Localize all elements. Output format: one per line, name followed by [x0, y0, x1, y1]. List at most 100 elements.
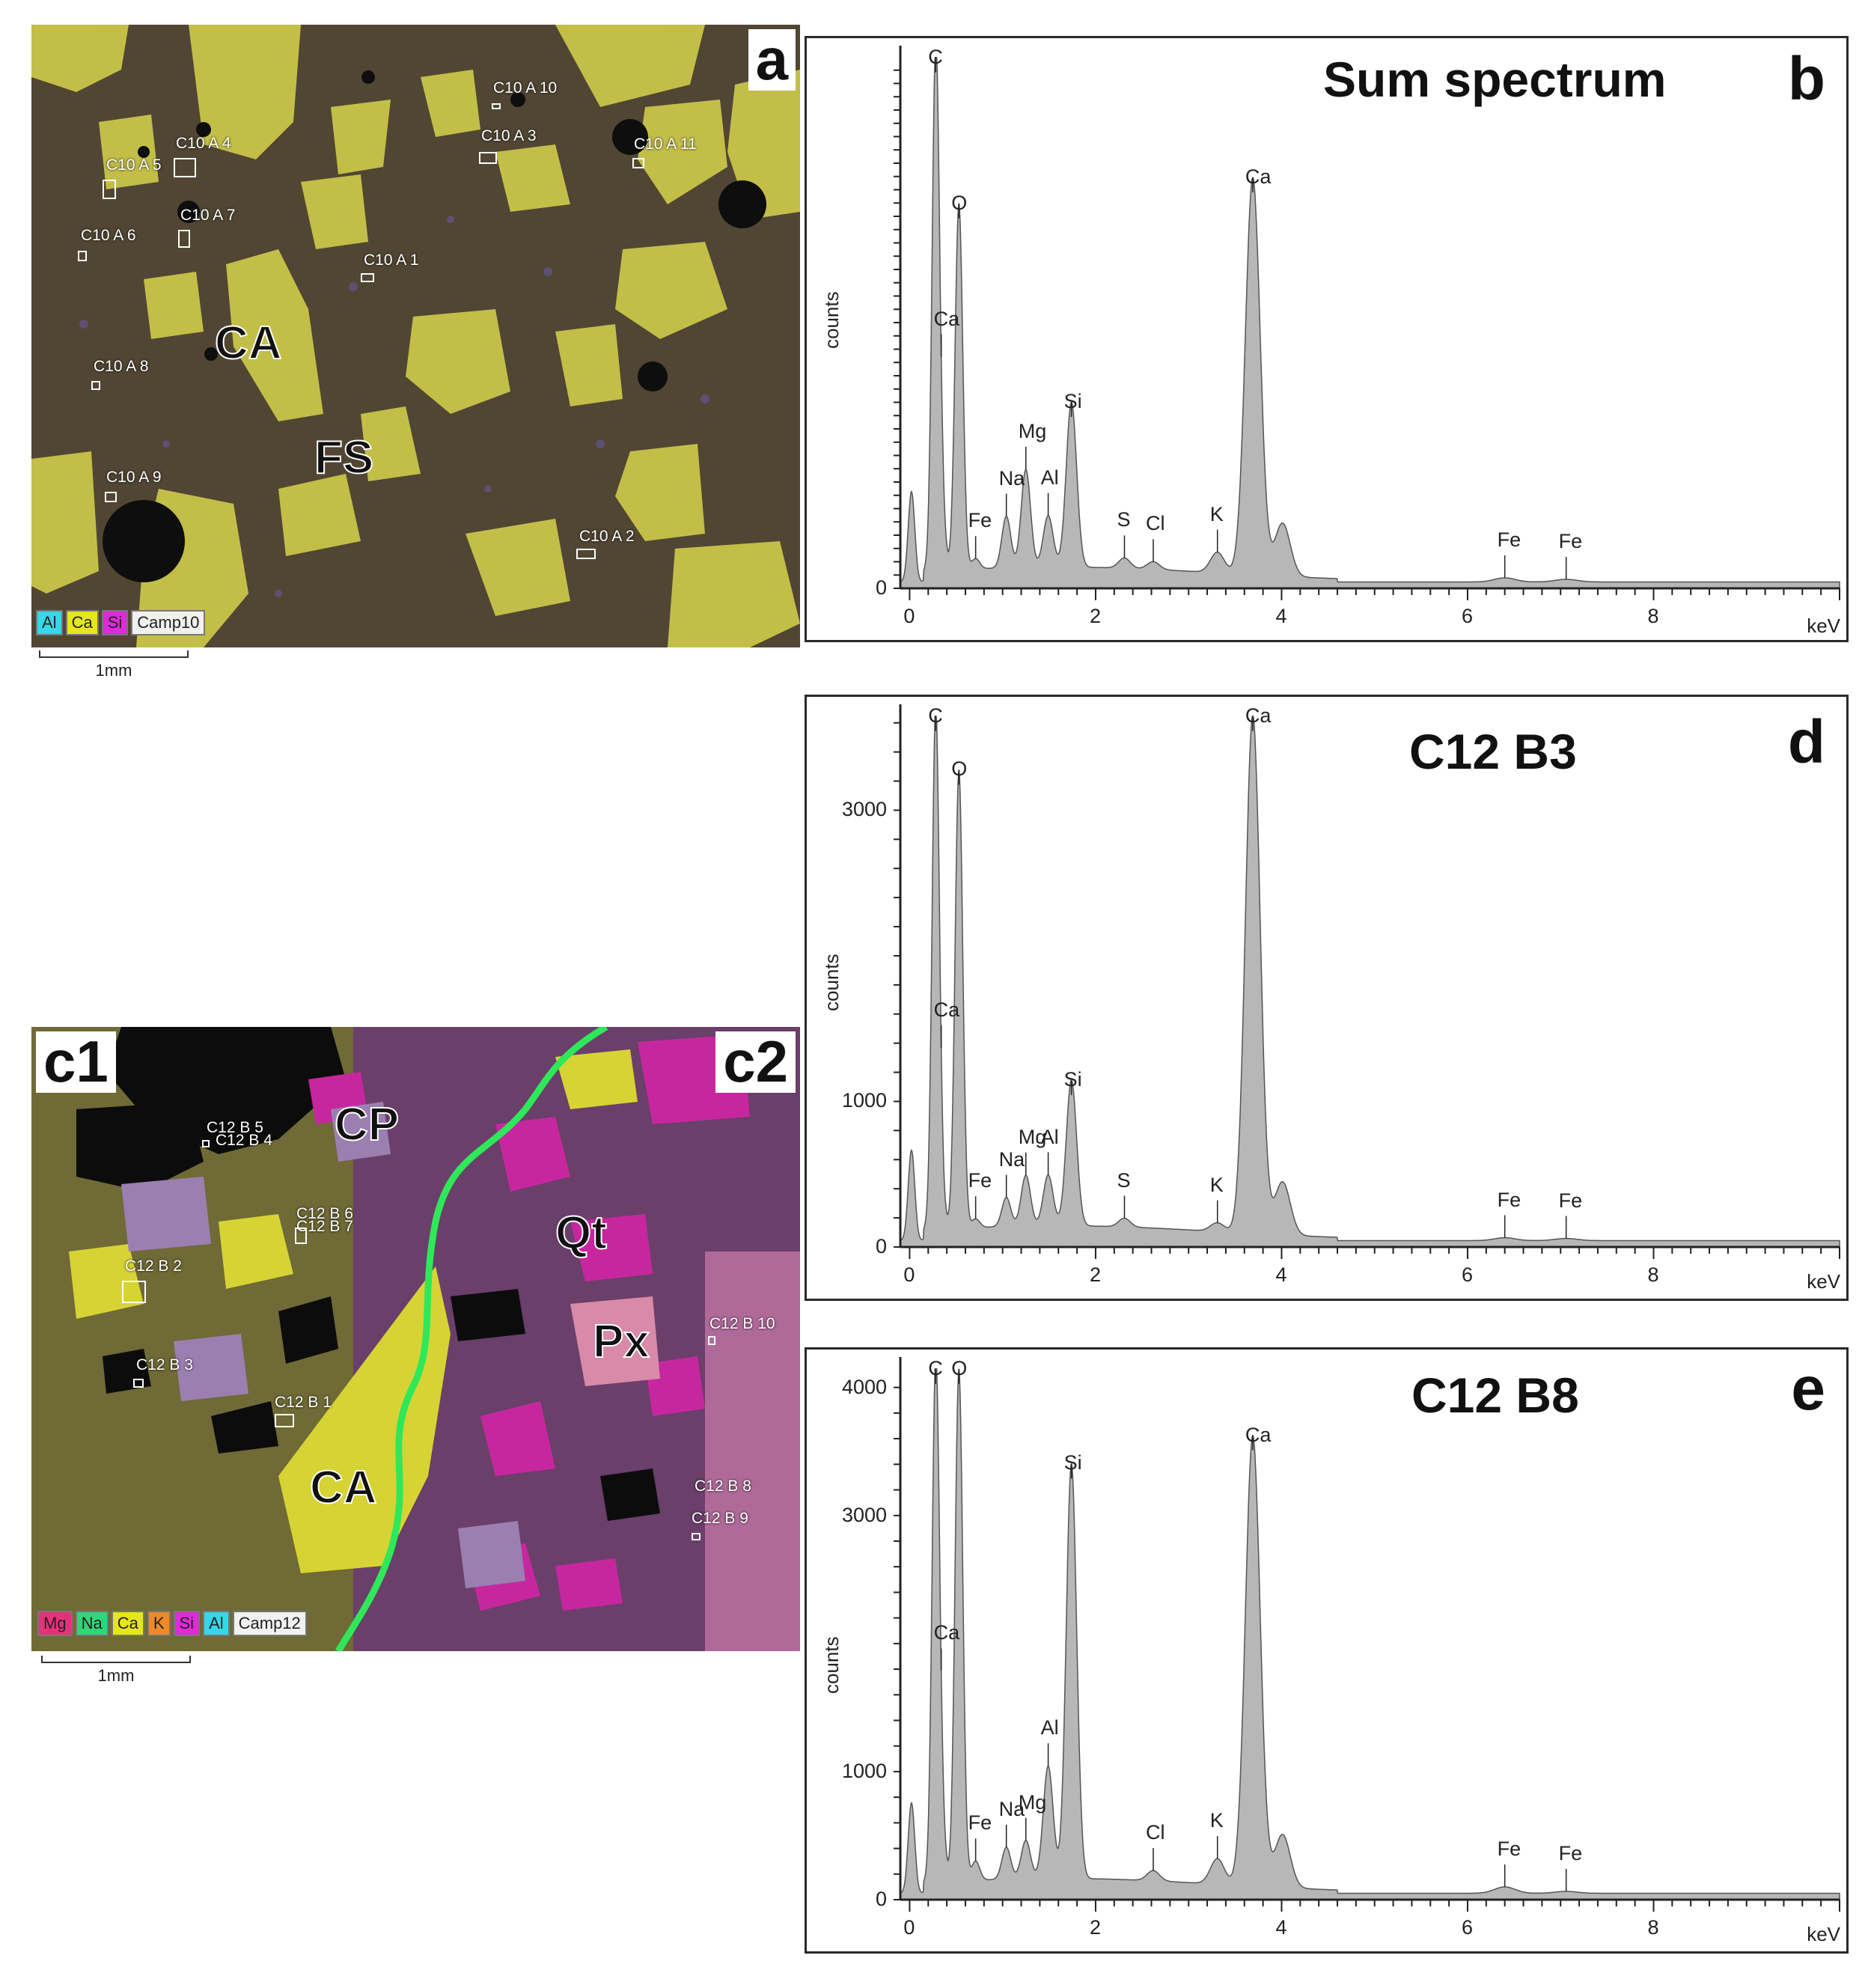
peak-label: Fe: [1558, 530, 1583, 553]
peak-label: K: [1209, 1173, 1224, 1196]
spot-label: C12 B 9: [692, 1510, 748, 1527]
analysis-spot-box: [103, 180, 116, 199]
analysis-spot-box: [78, 251, 87, 261]
spot-label: C10 A 9: [106, 469, 162, 486]
spectrum-title: C12 B8: [1411, 1367, 1579, 1423]
peak-label: Na: [998, 1147, 1025, 1171]
map-panel-a: CA FS C10 A 10 C10 A 4 C10 A 3 C10 A 11 …: [31, 25, 800, 647]
spot-label: C10 A 7: [180, 207, 236, 224]
analysis-spot-box: [361, 273, 374, 282]
x-tick-label: 8: [1647, 1263, 1659, 1286]
spectrum-area: [900, 1367, 1840, 1900]
x-tick-label: 8: [1647, 1916, 1659, 1939]
peak-label: Fe: [968, 1169, 992, 1192]
legend-chip-k: K: [147, 1611, 171, 1636]
x-tick-label: 2: [1089, 1916, 1101, 1939]
spot-label: C12 B 1: [275, 1394, 332, 1411]
spectrum-area: [900, 715, 1840, 1248]
peak-label: Fe: [1558, 1841, 1583, 1864]
legend-chip-ca: Ca: [65, 610, 99, 635]
legend-chip-si: Si: [101, 610, 129, 635]
peak-label: Fe: [968, 509, 992, 532]
y-axis-label: counts: [820, 291, 843, 349]
x-tick-label: 2: [1089, 1263, 1101, 1286]
x-axis-unit: keV: [1807, 1270, 1840, 1293]
y-tick-label: 3000: [842, 1503, 888, 1526]
analysis-spot-box: [576, 549, 596, 559]
scale-bar-line: [39, 650, 189, 658]
phase-label-ca: CA: [214, 317, 283, 369]
peak-label: Fe: [1497, 1837, 1521, 1860]
x-tick-label: 2: [1089, 605, 1101, 627]
scale-bar-c: 1mm: [41, 1656, 191, 1686]
y-tick-label: 0: [876, 576, 888, 599]
peak-label: O: [951, 191, 968, 214]
phase-label-qt: Qt: [555, 1207, 608, 1259]
y-tick-label: 3000: [842, 798, 888, 821]
spectrum-panel-e: C12 B8 e counts keV 0 2 4 6 8 0 1000 3000 4000 C O…: [805, 1347, 1849, 1954]
x-tick-label: 0: [903, 1916, 915, 1939]
peak-label: Si: [1063, 1451, 1082, 1475]
spectrum-area: [900, 56, 1840, 589]
panel-letter-e: e: [1791, 1355, 1825, 1423]
spot-label: C10 A 5: [106, 156, 162, 174]
peak-label: Ca: [933, 1621, 960, 1644]
peak-label: K: [1209, 1809, 1224, 1832]
legend-chip-na: Na: [75, 1611, 109, 1636]
spot-label: C12 B 8: [695, 1478, 751, 1495]
scale-bar-label: 1mm: [97, 1666, 135, 1685]
spectrum-plot: [894, 704, 1840, 1259]
scale-bar-line: [41, 1656, 191, 1663]
x-tick-label: 4: [1275, 1263, 1287, 1286]
spot-label: C12 B 10: [709, 1315, 775, 1332]
spectrum-plot: [894, 46, 1840, 600]
peak-label: S: [1117, 508, 1131, 531]
legend-chip-ca: Ca: [111, 1611, 144, 1636]
x-tick-label: 0: [903, 605, 915, 627]
peak-label: K: [1209, 502, 1224, 525]
y-tick-label: 1000: [842, 1759, 888, 1782]
peak-label: Na: [998, 466, 1025, 490]
spectrum-title: C12 B3: [1409, 724, 1577, 779]
element-legend-c: Mg Na Ca K Si Al Camp12: [37, 1611, 307, 1636]
x-tick-label: 4: [1275, 605, 1287, 627]
phase-label-px: Px: [592, 1316, 650, 1367]
x-tick-label: 6: [1461, 1263, 1473, 1286]
peak-label: Na: [998, 1797, 1025, 1820]
peak-label: Mg: [1018, 420, 1047, 443]
analysis-spot-box: [105, 492, 117, 502]
spectrum-plot: [894, 1357, 1840, 1912]
spectrum-title: Sum spectrum: [1323, 52, 1667, 107]
scale-bar-a: 1mm: [39, 650, 189, 680]
y-axis-label: counts: [820, 1636, 843, 1694]
y-tick-label: 4000: [842, 1375, 888, 1398]
panel-letter-b: b: [1787, 45, 1825, 113]
spot-label: C12 B 7: [296, 1218, 353, 1235]
panel-letter-a: a: [748, 28, 796, 91]
spot-label: C12 B 2: [125, 1257, 182, 1275]
analysis-spot-box: [91, 381, 100, 390]
spot-label: C10 A 8: [94, 358, 149, 375]
spot-label: C10 A 11: [634, 135, 697, 153]
spot-label: C10 A 4: [176, 135, 231, 152]
peak-label: Fe: [1497, 1188, 1521, 1211]
x-tick-label: 0: [903, 1263, 915, 1286]
spot-label: C10 A 2: [579, 528, 635, 545]
analysis-spot-box: [174, 158, 196, 177]
peak-label: Fe: [1558, 1189, 1583, 1212]
panel-letter-d: d: [1787, 708, 1825, 776]
panel-letter-c2: c2: [715, 1031, 796, 1093]
spot-label: C10 A 3: [481, 127, 537, 144]
legend-chip-camp: Camp10: [131, 610, 206, 635]
y-tick-label: 1000: [842, 1089, 888, 1112]
peak-label: Ca: [1245, 165, 1272, 189]
peak-label: Ca: [933, 998, 960, 1022]
phase-label-ca: CA: [309, 1462, 378, 1513]
spot-label: C12 B 4: [216, 1132, 272, 1149]
map-panel-c: CP Qt Px CA C12 B 5 C12 B 4 C12 B 6 C12 …: [31, 1027, 800, 1651]
peak-label: Cl: [1145, 1821, 1165, 1844]
element-legend-a: Al Ca Si Camp10: [36, 610, 206, 635]
peak-label: Al: [1040, 466, 1059, 489]
map-c-image: [31, 1027, 800, 1651]
analysis-spot-box: [632, 158, 644, 168]
